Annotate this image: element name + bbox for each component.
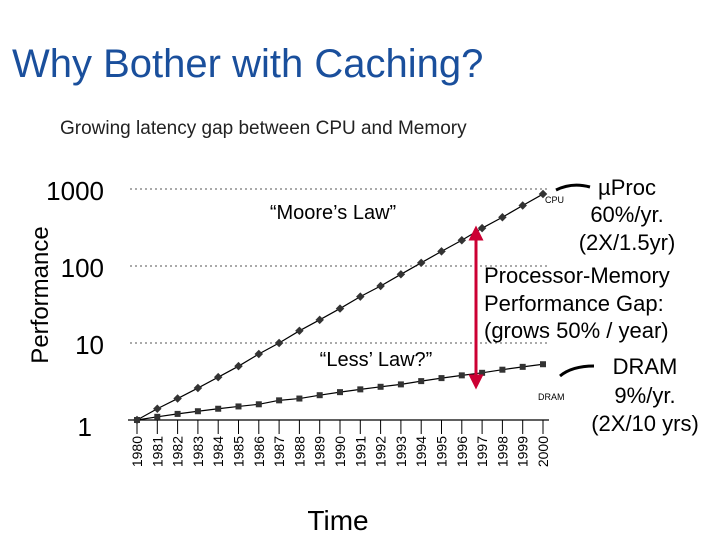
x-tick-label: 1999 [515, 436, 531, 467]
data-point-dram [479, 369, 486, 376]
data-point-dram [499, 366, 506, 373]
annotation-gap-line: Processor-Memory [484, 263, 670, 288]
slide-subtitle: Growing latency gap between CPU and Memo… [60, 118, 467, 139]
x-tick-label: 1996 [454, 436, 470, 467]
x-tick-label: 1990 [332, 436, 348, 467]
data-point-dram [540, 361, 546, 368]
annotation-less-law: “Less’ Law?” [320, 349, 433, 371]
annotation-dram-line: 9%/yr. [614, 383, 675, 408]
data-point-cpu [295, 326, 304, 336]
x-tick-label: 1995 [434, 436, 450, 467]
data-point-cpu [477, 223, 487, 233]
x-tick-label: 1993 [393, 436, 409, 467]
annotation-uproc-line: (2X/1.5yr) [579, 230, 676, 255]
x-tick-label: 1980 [129, 436, 145, 467]
series-label-cpu: CPU [545, 195, 564, 205]
annotation-gap-line: Performance Gap: [484, 291, 664, 316]
data-point-dram [337, 389, 343, 396]
x-tick-label: 2000 [535, 436, 551, 467]
data-point-cpu [356, 292, 365, 301]
x-tick-label: 1984 [210, 436, 226, 467]
x-tick-label: 1988 [291, 436, 307, 467]
x-tick-label: 1998 [494, 436, 510, 467]
callout-cpu [555, 183, 591, 192]
annotation-gap-line: (grows 50% / year) [484, 318, 669, 343]
data-point-dram [194, 408, 201, 415]
data-point-dram [134, 417, 140, 423]
data-point-cpu [315, 315, 324, 325]
x-tick-label: 1989 [312, 436, 328, 467]
data-point-dram [235, 403, 242, 410]
x-tick-label: 1986 [251, 436, 267, 467]
data-point-dram [154, 413, 161, 420]
y-tick-label: 1 [78, 412, 92, 442]
x-tick-label: 1991 [352, 436, 368, 467]
data-point-cpu [254, 349, 264, 359]
data-point-cpu [234, 361, 243, 371]
annotation-uproc-line: µProc [598, 175, 656, 200]
y-tick-label: 100 [61, 253, 104, 283]
data-point-cpu [274, 338, 284, 348]
data-point-cpu [173, 394, 182, 403]
x-tick-label: 1992 [373, 436, 389, 467]
x-tick-label: 1994 [413, 436, 429, 467]
x-tick-label: 1981 [149, 436, 165, 467]
x-tick-label: 1985 [231, 436, 247, 467]
y-tick-label: 10 [75, 330, 104, 360]
data-point-dram [296, 395, 303, 402]
data-point-dram [174, 410, 181, 417]
data-point-cpu [437, 247, 446, 256]
data-point-dram [397, 381, 404, 388]
data-point-dram [215, 405, 222, 412]
data-point-dram [377, 383, 384, 390]
annotation-dram-line: (2X/10 yrs) [591, 411, 699, 436]
data-point-cpu [376, 281, 385, 291]
data-point-dram [458, 372, 465, 379]
data-point-dram [418, 378, 425, 385]
annotation-uproc-line: 60%/yr. [590, 202, 663, 227]
data-point-dram [276, 397, 283, 404]
data-point-cpu [213, 372, 223, 382]
data-point-dram [357, 386, 364, 393]
data-point-cpu [518, 201, 527, 210]
x-tick-label: 1997 [474, 436, 490, 467]
x-axis-title: Time [307, 505, 368, 536]
data-point-dram [255, 401, 262, 408]
data-point-cpu [153, 404, 162, 413]
x-tick-label: 1982 [170, 436, 186, 467]
data-point-cpu [457, 236, 467, 245]
callout-dram [559, 364, 595, 378]
y-axis-title: Performance [27, 226, 54, 363]
y-tick-label: 1000 [46, 176, 104, 206]
data-point-cpu [193, 383, 203, 393]
data-point-cpu [498, 212, 507, 222]
x-tick-label: 1987 [271, 436, 287, 467]
data-point-dram [316, 392, 323, 399]
annotation-dram-line: DRAM [613, 354, 678, 379]
x-tick-label: 1983 [190, 436, 206, 467]
annotation-moores-law: “Moore’s Law” [270, 202, 396, 224]
data-point-dram [519, 363, 526, 370]
series-label-dram: DRAM [538, 392, 565, 402]
slide-title: Why Bother with Caching? [12, 42, 484, 86]
data-point-cpu [396, 270, 406, 279]
data-point-dram [438, 375, 445, 382]
data-point-cpu [416, 258, 426, 268]
data-point-cpu [335, 304, 345, 313]
